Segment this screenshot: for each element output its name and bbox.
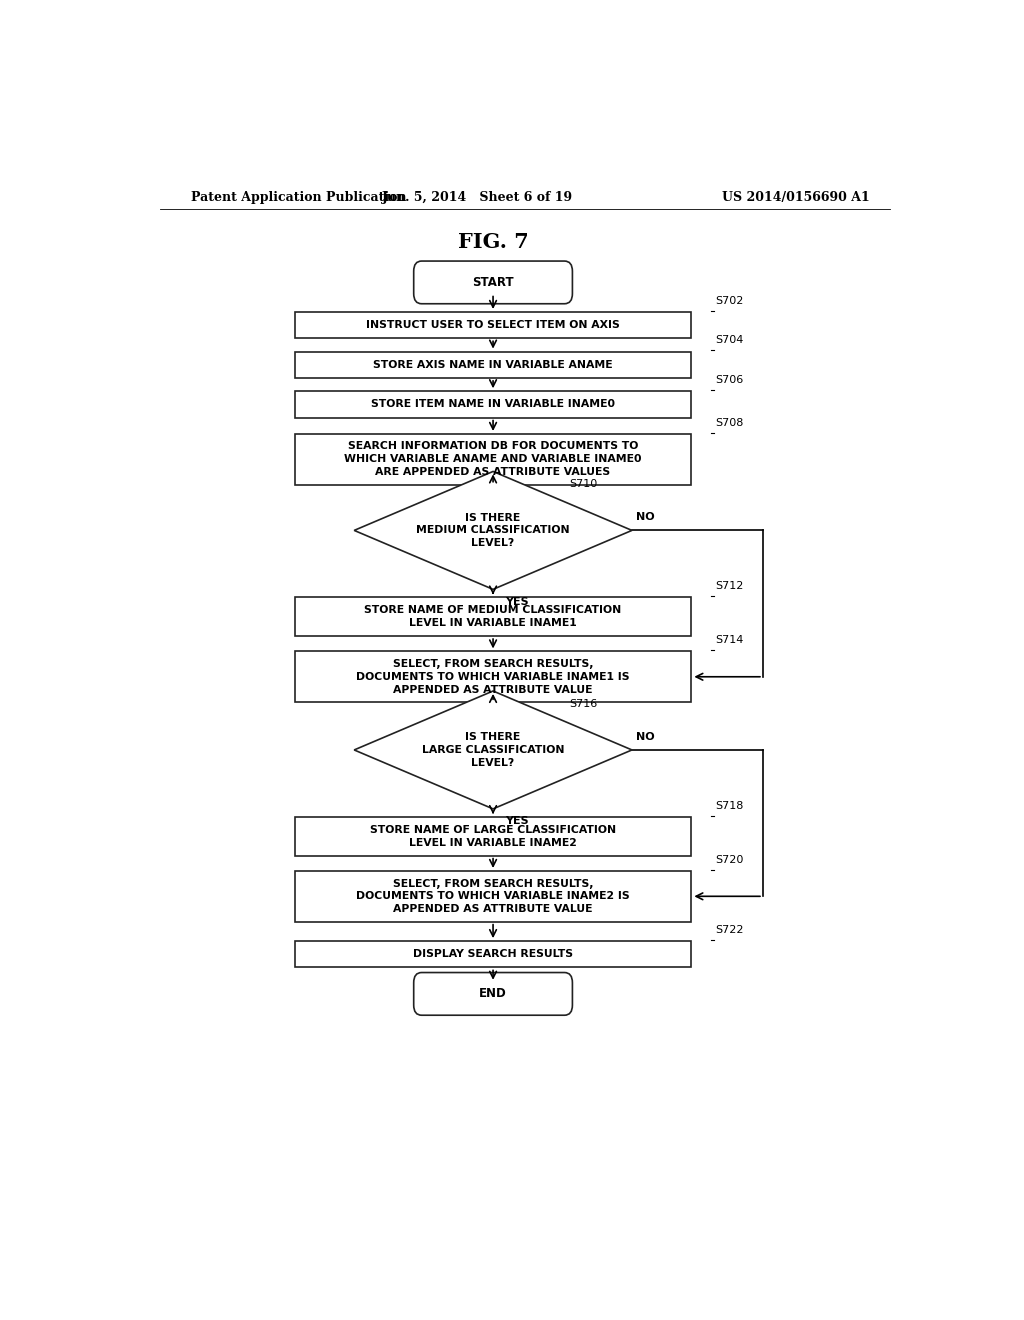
Text: STORE ITEM NAME IN VARIABLE INAME0: STORE ITEM NAME IN VARIABLE INAME0 (371, 400, 615, 409)
Text: SELECT, FROM SEARCH RESULTS,
DOCUMENTS TO WHICH VARIABLE INAME1 IS
APPENDED AS A: SELECT, FROM SEARCH RESULTS, DOCUMENTS T… (356, 659, 630, 694)
FancyBboxPatch shape (295, 817, 691, 855)
Text: NO: NO (636, 731, 654, 742)
Text: STORE NAME OF MEDIUM CLASSIFICATION
LEVEL IN VARIABLE INAME1: STORE NAME OF MEDIUM CLASSIFICATION LEVE… (365, 606, 622, 628)
Text: IS THERE
LARGE CLASSIFICATION
LEVEL?: IS THERE LARGE CLASSIFICATION LEVEL? (422, 733, 564, 768)
Text: S722: S722 (715, 925, 743, 935)
Text: Jun. 5, 2014   Sheet 6 of 19: Jun. 5, 2014 Sheet 6 of 19 (382, 190, 572, 203)
Text: STORE AXIS NAME IN VARIABLE ANAME: STORE AXIS NAME IN VARIABLE ANAME (373, 360, 613, 370)
Text: S716: S716 (569, 698, 598, 709)
Polygon shape (354, 471, 632, 589)
Text: S704: S704 (715, 335, 743, 346)
Text: YES: YES (505, 597, 528, 607)
FancyBboxPatch shape (414, 973, 572, 1015)
Text: S710: S710 (569, 479, 598, 490)
Text: INSTRUCT USER TO SELECT ITEM ON AXIS: INSTRUCT USER TO SELECT ITEM ON AXIS (367, 319, 620, 330)
Text: IS THERE
MEDIUM CLASSIFICATION
LEVEL?: IS THERE MEDIUM CLASSIFICATION LEVEL? (416, 512, 570, 548)
Polygon shape (354, 690, 632, 809)
FancyBboxPatch shape (295, 651, 691, 702)
FancyBboxPatch shape (295, 871, 691, 921)
FancyBboxPatch shape (295, 598, 691, 636)
Text: FIG. 7: FIG. 7 (458, 232, 528, 252)
Text: END: END (479, 987, 507, 1001)
Text: US 2014/0156690 A1: US 2014/0156690 A1 (722, 190, 870, 203)
Text: NO: NO (636, 512, 654, 523)
FancyBboxPatch shape (295, 434, 691, 484)
FancyBboxPatch shape (295, 351, 691, 378)
FancyBboxPatch shape (295, 391, 691, 417)
FancyBboxPatch shape (295, 312, 691, 338)
Text: S718: S718 (715, 801, 743, 810)
Text: S712: S712 (715, 581, 743, 591)
Text: SELECT, FROM SEARCH RESULTS,
DOCUMENTS TO WHICH VARIABLE INAME2 IS
APPENDED AS A: SELECT, FROM SEARCH RESULTS, DOCUMENTS T… (356, 879, 630, 915)
FancyBboxPatch shape (414, 261, 572, 304)
Text: DISPLAY SEARCH RESULTS: DISPLAY SEARCH RESULTS (413, 949, 573, 960)
Text: START: START (472, 276, 514, 289)
Text: STORE NAME OF LARGE CLASSIFICATION
LEVEL IN VARIABLE INAME2: STORE NAME OF LARGE CLASSIFICATION LEVEL… (370, 825, 616, 847)
Text: S714: S714 (715, 635, 743, 645)
Text: S702: S702 (715, 296, 743, 306)
Text: YES: YES (505, 816, 528, 826)
Text: S706: S706 (715, 375, 743, 385)
Text: S720: S720 (715, 855, 743, 865)
Text: S708: S708 (715, 417, 743, 428)
Text: Patent Application Publication: Patent Application Publication (191, 190, 407, 203)
FancyBboxPatch shape (295, 941, 691, 968)
Text: SEARCH INFORMATION DB FOR DOCUMENTS TO
WHICH VARIABLE ANAME AND VARIABLE INAME0
: SEARCH INFORMATION DB FOR DOCUMENTS TO W… (344, 441, 642, 477)
